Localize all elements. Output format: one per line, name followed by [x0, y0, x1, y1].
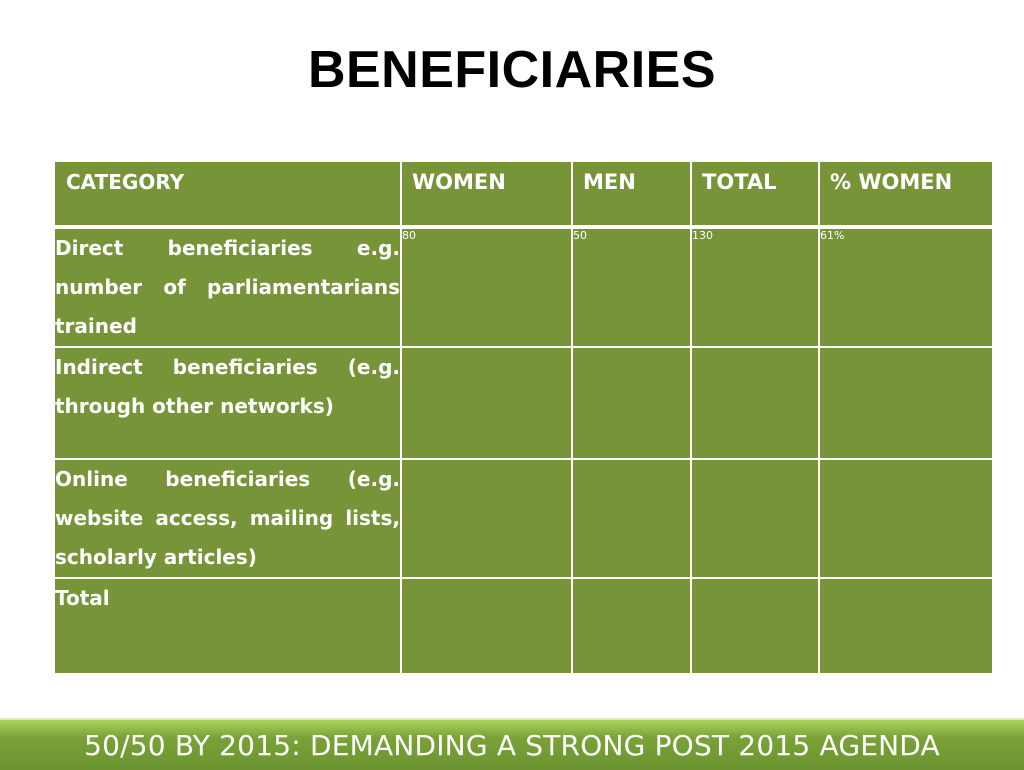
table-header-row: CATEGORY WOMEN MEN TOTAL % WOMEN: [53, 160, 994, 229]
header-women: WOMEN: [400, 160, 573, 229]
footer-text: 50/50 BY 2015: DEMANDING A STRONG POST 2…: [84, 728, 940, 762]
row-category: Online beneficiaries (e.g. website acces…: [53, 458, 402, 579]
row-women: [400, 346, 573, 460]
row-pct-women: [818, 346, 994, 460]
row-women: 80: [400, 226, 573, 348]
row-total: [690, 458, 820, 579]
row-men: 50: [571, 226, 692, 348]
row-category: Direct beneficiaries e.g. number of parl…: [53, 226, 402, 348]
row-category: Total: [53, 577, 402, 675]
footer-banner: 50/50 BY 2015: DEMANDING A STRONG POST 2…: [0, 718, 1024, 770]
row-men: [571, 346, 692, 460]
header-pct-women: % WOMEN: [818, 160, 994, 229]
table-row-total: Total: [53, 577, 994, 675]
header-men: MEN: [571, 160, 692, 229]
row-pct-women: [818, 458, 994, 579]
beneficiaries-table: CATEGORY WOMEN MEN TOTAL % WOMEN Direct …: [53, 160, 994, 675]
row-women: [400, 458, 573, 579]
row-category: Indirect beneficiaries (e.g. through oth…: [53, 346, 402, 460]
row-pct-women: 61%: [818, 226, 994, 348]
header-total: TOTAL: [690, 160, 820, 229]
header-category: CATEGORY: [53, 160, 402, 229]
row-pct-women: [818, 577, 994, 675]
row-total: 130: [690, 226, 820, 348]
slide-title: BENEFICIARIES: [307, 41, 717, 99]
row-men: [571, 577, 692, 675]
table-row: Online beneficiaries (e.g. website acces…: [53, 458, 994, 579]
row-total: [690, 346, 820, 460]
row-men: [571, 458, 692, 579]
row-total: [690, 577, 820, 675]
table-row: Indirect beneficiaries (e.g. through oth…: [53, 346, 994, 460]
table-row: Direct beneficiaries e.g. number of parl…: [53, 226, 994, 348]
row-women: [400, 577, 573, 675]
